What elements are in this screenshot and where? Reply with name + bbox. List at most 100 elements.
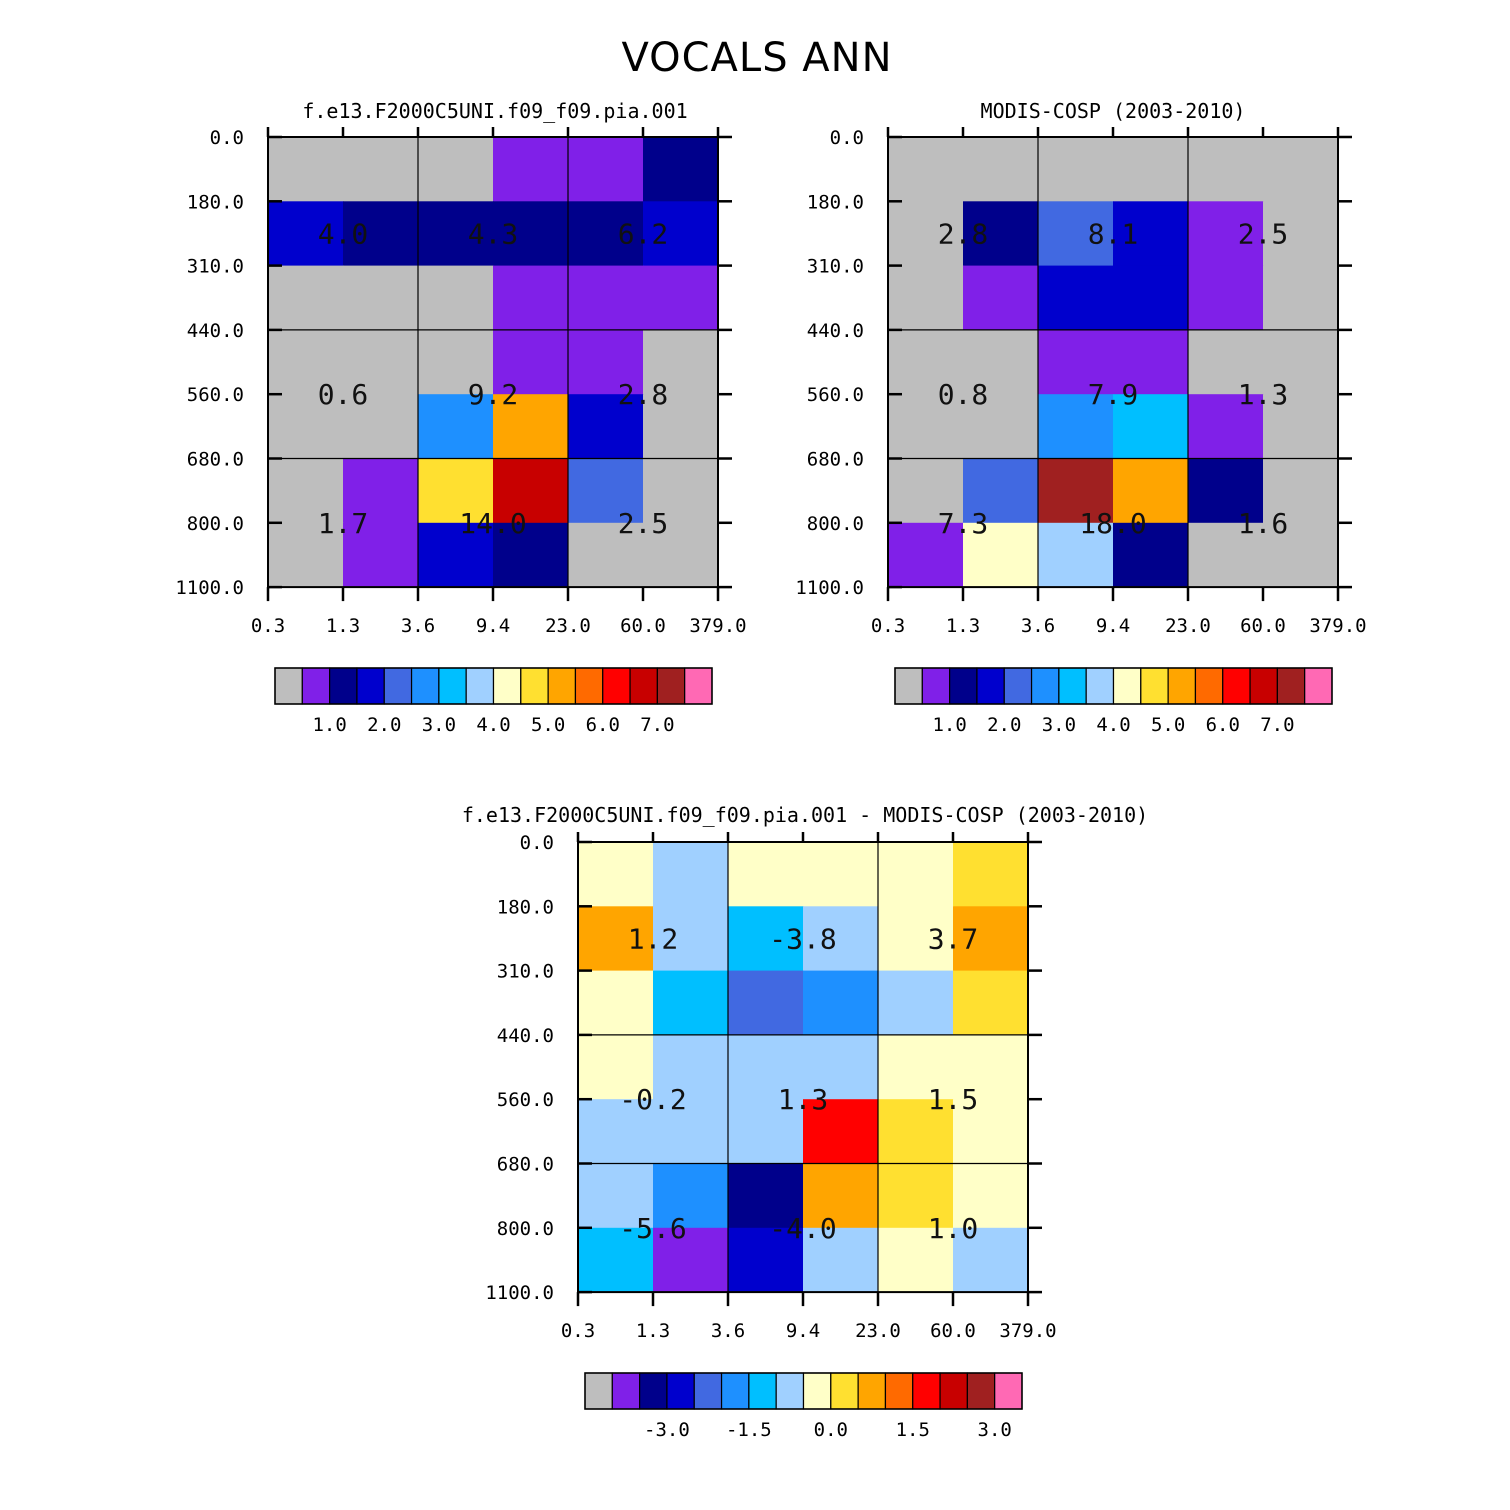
colorbar-swatch — [639, 1372, 668, 1410]
cell-value-label: 1.3 — [778, 1083, 829, 1116]
y-tick-label: 1100.0 — [485, 1282, 554, 1304]
panel-2: 0.0 180.0 310.0 440.0 560.0 680.0 800.0 1100.0 0… — [795, 127, 1367, 736]
heatmap-cell — [963, 522, 1039, 588]
cell-value-label: 1.0 — [928, 1212, 979, 1245]
colorbar-frame — [894, 667, 1333, 705]
heatmap-cell — [268, 458, 344, 524]
colorbar-swatch — [383, 667, 413, 705]
heatmap-cell — [643, 522, 719, 588]
heatmap-cell — [568, 522, 644, 588]
heatmap-cell — [953, 1227, 1029, 1293]
heatmap-cell — [568, 265, 644, 331]
heatmap-cell — [963, 137, 1039, 202]
heatmap-cell — [1113, 137, 1189, 202]
colorbar-swatch — [684, 667, 713, 705]
cell-value-label: 2.8 — [618, 378, 669, 411]
colorbar-swatch — [1304, 667, 1333, 705]
heatmap-cell — [643, 201, 719, 267]
colorbar-swatch — [1140, 667, 1169, 705]
colorbar-frame — [274, 667, 713, 705]
y-tick-label: 680.0 — [807, 449, 864, 471]
panel-2-title: MODIS-COSP (2003-2010) — [981, 99, 1246, 123]
heatmap-cell — [653, 842, 729, 907]
heatmap-cell — [653, 1163, 729, 1229]
colorbar-label: 2.0 — [367, 714, 401, 736]
colorbar-swatch — [720, 1372, 750, 1410]
heatmap-cell — [878, 1099, 954, 1165]
heatmap-cell — [418, 394, 494, 460]
y-tick-label: 440.0 — [807, 320, 864, 342]
colorbar-swatch — [1276, 667, 1306, 705]
y-tick-label: 680.0 — [187, 449, 244, 471]
heatmap-cell — [418, 458, 494, 524]
y-tick-label: 0.0 — [210, 127, 244, 149]
y-tick-label: 800.0 — [187, 513, 244, 535]
heatmap-cell — [888, 394, 964, 460]
y-tick-label: 560.0 — [187, 384, 244, 406]
heatmap-cell — [888, 201, 964, 267]
colorbar-swatch — [584, 1372, 613, 1410]
heatmap-cell — [268, 394, 344, 460]
heatmap-cell — [963, 329, 1039, 395]
colorbar-swatch — [1058, 667, 1087, 705]
y-tick-label: 440.0 — [187, 320, 244, 342]
cell-value-label: -3.8 — [769, 922, 836, 955]
y-tick-label: 310.0 — [807, 256, 864, 278]
colorbar-swatch — [410, 667, 440, 705]
heatmap-cell — [728, 1227, 804, 1293]
heatmap-cell — [418, 329, 494, 395]
heatmap-cell — [1038, 137, 1114, 202]
heatmap-cell — [1188, 265, 1264, 331]
cell-value-label: 14.0 — [459, 507, 526, 540]
colorbar-label: 2.0 — [987, 714, 1021, 736]
y-tick-label: 1100.0 — [795, 577, 864, 599]
colorbar-label: 5.0 — [531, 714, 565, 736]
heatmap-cell — [728, 970, 804, 1036]
cell-value-label: -0.2 — [619, 1083, 686, 1116]
heatmap-cell — [728, 1034, 804, 1100]
heatmap-cell — [1113, 329, 1189, 395]
cell-value-label: -5.6 — [619, 1212, 686, 1245]
heatmap-cell — [878, 906, 954, 972]
x-tick-label: 23.0 — [1165, 615, 1211, 637]
colorbar-swatch — [939, 1372, 968, 1410]
x-tick-label: 3.6 — [711, 1320, 745, 1342]
heatmap-cell — [493, 265, 569, 331]
heatmap-cell — [1263, 394, 1339, 460]
cell-value-label: -4.0 — [769, 1212, 836, 1245]
heatmap-cell — [963, 201, 1039, 267]
cell-value-label: 4.0 — [318, 217, 369, 250]
colorbar-swatch — [656, 667, 686, 705]
colorbar-label: 7.0 — [1260, 714, 1294, 736]
figure-title: VOCALS ANN — [621, 35, 892, 81]
panel-1-title: f.e13.F2000C5UNI.f09_f09.pia.001 — [302, 99, 687, 123]
colorbar-swatch — [748, 1372, 777, 1410]
cell-value-label: 6.2 — [618, 217, 669, 250]
x-tick-label: 379.0 — [999, 1320, 1056, 1342]
heatmap-cell — [643, 458, 719, 524]
heatmap-cell — [1038, 522, 1114, 588]
heatmap-cell — [803, 1163, 879, 1229]
x-tick-label: 379.0 — [689, 615, 746, 637]
heatmap-cell — [953, 970, 1029, 1036]
cell-value-label: 2.5 — [618, 507, 669, 540]
heatmap-cell — [418, 522, 494, 588]
heatmap-cell — [643, 265, 719, 331]
y-tick-label: 1100.0 — [175, 577, 244, 599]
heatmap-cell — [1038, 201, 1114, 267]
heatmap-cell — [728, 1099, 804, 1165]
heatmap-cell — [728, 842, 804, 907]
x-tick-label: 0.3 — [251, 615, 285, 637]
heatmap-cell — [878, 1227, 954, 1293]
heatmap-cell — [728, 1163, 804, 1229]
heatmap-cell — [643, 394, 719, 460]
heatmap-cell — [1038, 265, 1114, 331]
heatmap-cell — [1263, 137, 1339, 202]
colorbar-label: -1.5 — [726, 1419, 772, 1441]
heatmap-cell — [268, 137, 344, 202]
heatmap-cell — [1113, 522, 1189, 588]
heatmap-cell — [953, 906, 1029, 972]
heatmap-cell — [493, 329, 569, 395]
colorbar-label: 3.0 — [1042, 714, 1076, 736]
